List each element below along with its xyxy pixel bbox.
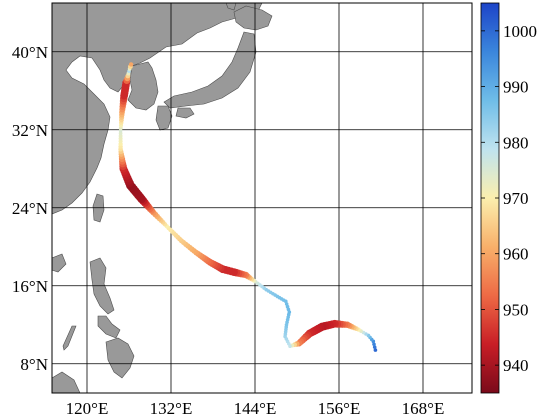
land-korea-peninsula [127,61,159,111]
lon-tick-label-1: 132°E [150,399,193,418]
colorbar-tick-label-3: 970 [503,189,529,208]
map-panel [51,2,473,394]
land-sakhalin [225,3,237,11]
land-japan-kyushu [155,105,173,131]
lon-tick-label-0: 120°E [66,399,109,418]
lat-tick-label-3: 32°N [12,121,48,140]
lon-tick-label-3: 156°E [318,399,361,418]
colorbar-tick-label-6: 1000 [503,22,537,41]
colorbar: 940 950 960 970 980 990 1000 [480,2,537,394]
land-japan-honshu [163,31,257,109]
track-point-156 [118,134,123,138]
track-point-184 [128,62,134,67]
land-palawan [62,325,77,351]
lat-tick-label-1: 16°N [12,277,48,296]
map-gridlines [52,3,472,393]
land-layer [52,3,273,393]
track-point-0 [373,348,378,352]
latitude-tick-labels: 8°N 16°N 24°N 32°N 40°N [12,43,48,374]
track-point-157 [118,131,123,136]
land-japan-shikoku [175,107,195,119]
colorbar-ticks: 940 950 960 970 980 990 1000 [481,22,537,375]
longitude-tick-labels: 120°E 132°E 144°E 156°E 168°E [66,399,445,418]
lon-tick-label-4: 168°E [402,399,445,418]
land-hainan [52,253,67,273]
typhoon-track [118,62,378,352]
colorbar-tick-label-2: 960 [503,245,529,264]
land-japan-hokkaido [233,5,273,31]
lat-tick-label-4: 40°N [12,43,48,62]
land-asia-mainland [52,3,263,215]
colorbar-tick-label-0: 940 [503,356,529,375]
lon-tick-label-2: 144°E [234,399,277,418]
map-frame [51,2,473,394]
colorbar-tick-label-5: 990 [503,78,529,97]
lat-tick-label-0: 8°N [20,355,48,374]
track-point-2 [372,342,376,347]
colorbar-tick-label-4: 980 [503,133,529,152]
land-philippines-visayas [97,315,121,339]
land-borneo [52,371,81,393]
track-point-1 [372,345,377,349]
lat-tick-label-2: 24°N [12,199,48,218]
colorbar-tick-label-1: 950 [503,300,529,319]
